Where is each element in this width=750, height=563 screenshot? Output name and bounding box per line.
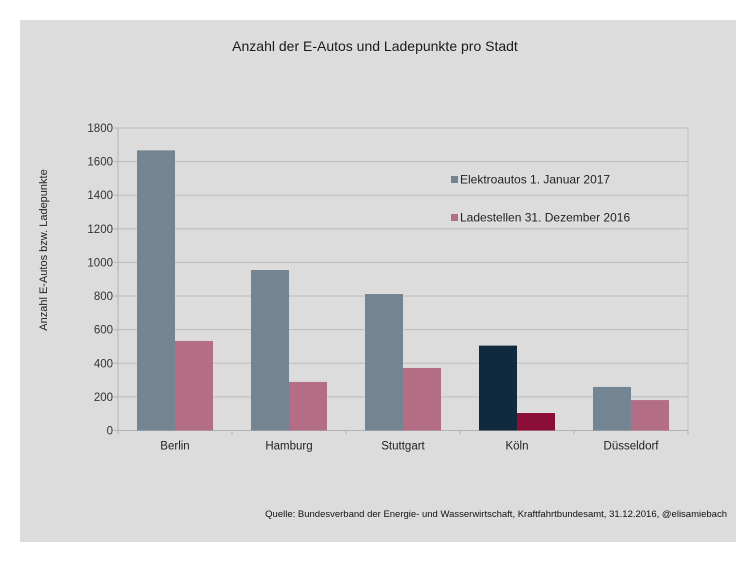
x-tick-label: Düsseldorf bbox=[604, 441, 660, 453]
y-tick-label: 400 bbox=[94, 358, 113, 370]
y-tick-label: 800 bbox=[94, 291, 113, 303]
legend-swatch bbox=[451, 214, 458, 221]
bar-elektroautos bbox=[365, 294, 403, 431]
bar-ladestellen bbox=[631, 400, 669, 431]
y-tick-label: 1400 bbox=[87, 190, 113, 202]
legend-label: Ladestellen 31. Dezember 2016 bbox=[460, 211, 630, 225]
bar-elektroautos bbox=[137, 150, 175, 431]
source-note: Quelle: Bundesverband der Energie- und W… bbox=[265, 509, 727, 520]
bar-ladestellen bbox=[517, 413, 555, 431]
legend-label: Elektroautos 1. Januar 2017 bbox=[460, 173, 610, 187]
y-tick-label: 1600 bbox=[87, 157, 113, 169]
bar-elektroautos bbox=[593, 386, 631, 431]
y-tick-label: 200 bbox=[94, 392, 113, 404]
x-tick-label: Berlin bbox=[160, 441, 189, 453]
bar-elektroautos bbox=[479, 345, 517, 431]
x-tick-label: Stuttgart bbox=[381, 441, 425, 453]
bar-ladestellen bbox=[403, 367, 441, 431]
legend-swatch bbox=[451, 176, 458, 183]
y-tick-label: 1800 bbox=[87, 123, 113, 135]
y-tick-label: 600 bbox=[94, 325, 113, 337]
y-tick-label: 1200 bbox=[87, 224, 113, 236]
y-tick-label: 0 bbox=[107, 426, 113, 438]
bar-ladestellen bbox=[289, 381, 327, 431]
x-tick-label: Hamburg bbox=[265, 441, 312, 453]
y-tick-label: 1000 bbox=[87, 257, 113, 269]
chart-title: Anzahl der E-Autos und Ladepunkte pro St… bbox=[232, 38, 518, 54]
bar-ladestellen bbox=[175, 340, 213, 431]
bar-elektroautos bbox=[251, 270, 289, 431]
x-tick-label: Köln bbox=[505, 441, 528, 453]
